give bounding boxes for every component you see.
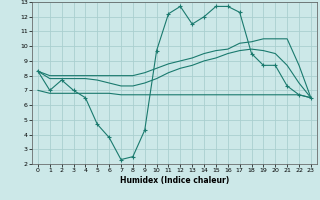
X-axis label: Humidex (Indice chaleur): Humidex (Indice chaleur) bbox=[120, 176, 229, 185]
